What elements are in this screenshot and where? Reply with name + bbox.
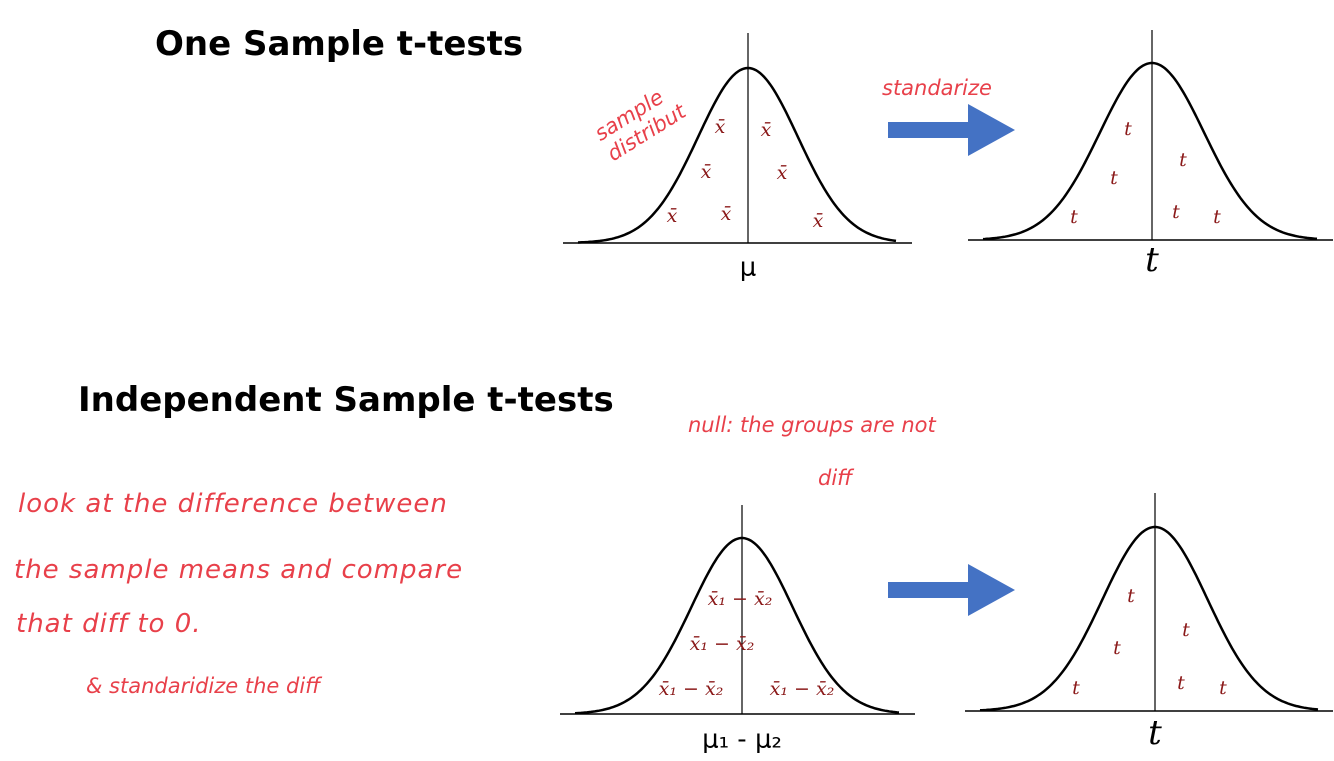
curve-label: x̄₁ − x̄₂: [659, 678, 724, 700]
curve-label: t: [1124, 118, 1132, 140]
curve-label: t: [1179, 149, 1187, 171]
curve-label: t: [1182, 619, 1190, 641]
axis-label: μ₁ - μ₂: [702, 725, 782, 755]
arrow: [888, 564, 1015, 616]
bell-curve: [982, 61, 1318, 241]
curve-label: x̄₁ − x̄₂: [708, 588, 773, 610]
curve-label: t: [1219, 677, 1227, 699]
curve-label: t: [1070, 206, 1078, 228]
curve-label: t: [1177, 672, 1185, 694]
curve-label: x̄₁ − x̄₂: [690, 633, 755, 655]
curve-label: t: [1110, 167, 1118, 189]
note: null: the groups are not: [688, 413, 937, 437]
note: look at the difference between: [18, 489, 448, 519]
bell-curve: [577, 66, 897, 244]
curve-label: x̄: [721, 203, 732, 225]
note: the sample means and compare: [14, 555, 463, 585]
axis-label: t: [1148, 713, 1162, 753]
note: standarize: [882, 76, 992, 100]
section-title: One Sample t-tests: [155, 24, 523, 64]
curve-label: t: [1127, 585, 1135, 607]
curve-label: t: [1172, 201, 1180, 223]
curve-label: x̄: [715, 116, 726, 138]
curve-label: x̄: [667, 205, 678, 227]
axis-label: t: [1145, 240, 1159, 280]
note: & standaridize the diff: [86, 674, 323, 698]
note: diff: [818, 466, 855, 490]
section-title: Independent Sample t-tests: [78, 380, 614, 420]
curve-label: x̄₁ − x̄₂: [770, 678, 835, 700]
curve-label: x̄: [701, 161, 712, 183]
bell-curve: [574, 536, 900, 715]
bell-curve: [979, 525, 1319, 712]
note-group: sample distribut: [590, 85, 690, 166]
curve-label: x̄: [761, 119, 772, 141]
axis-label: μ: [740, 253, 757, 283]
curve-label: t: [1072, 677, 1080, 699]
curve-label: t: [1113, 637, 1121, 659]
note: that diff to 0.: [16, 609, 202, 639]
curve-label: x̄: [777, 162, 788, 184]
arrow: [888, 104, 1015, 156]
curve-label: t: [1213, 206, 1221, 228]
curve-label: x̄: [813, 210, 824, 232]
